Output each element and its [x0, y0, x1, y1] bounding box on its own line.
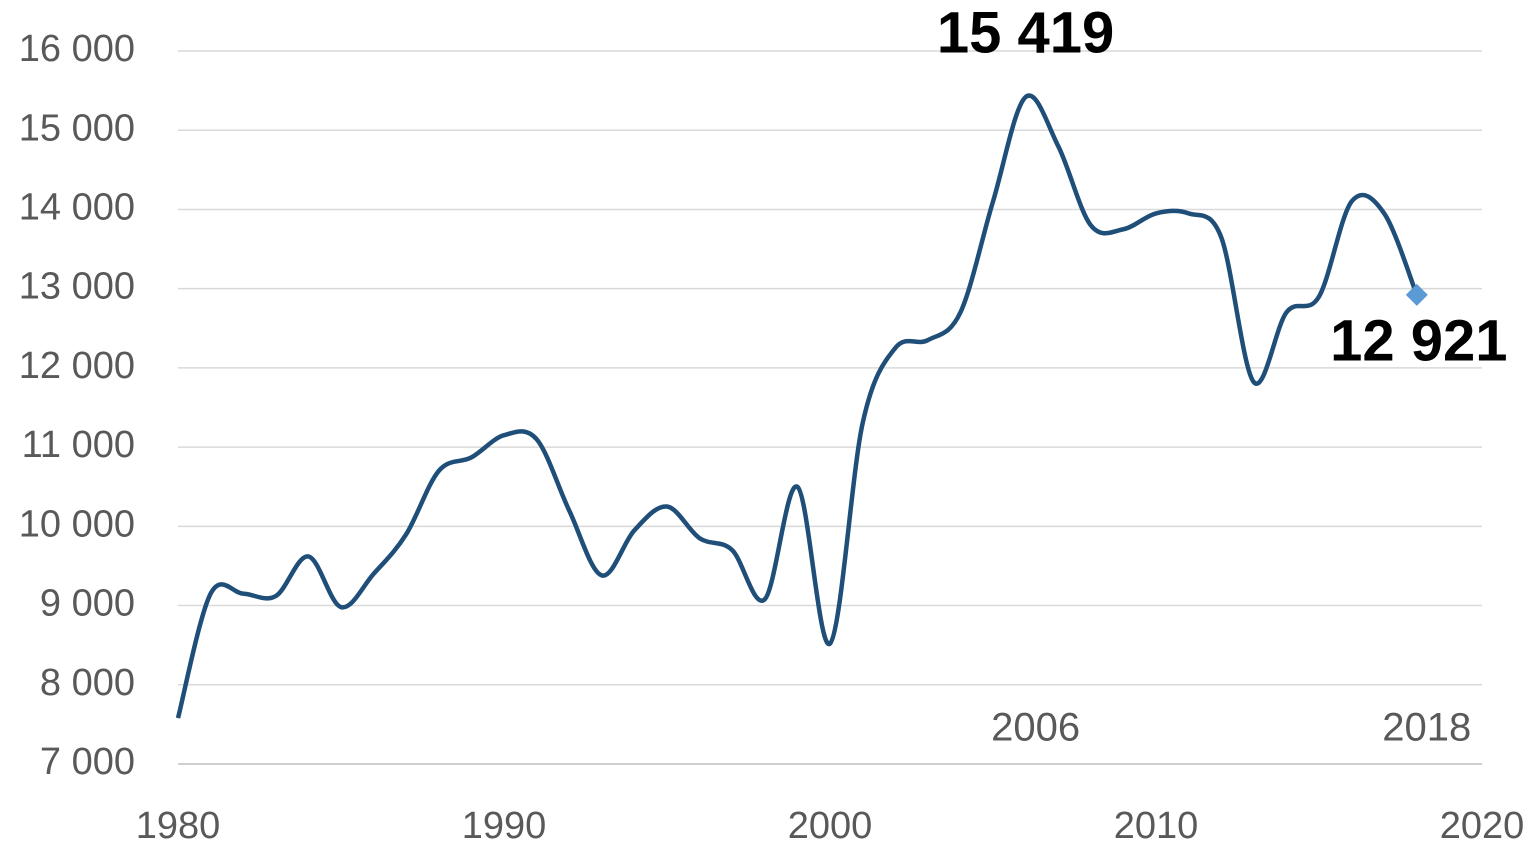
y-tick-label: 13 000 — [19, 266, 135, 308]
y-tick-label: 14 000 — [19, 186, 135, 228]
y-tick-label: 9 000 — [40, 583, 135, 625]
x-tick-label: 2000 — [788, 805, 873, 847]
data-label: 15 419 — [937, 0, 1114, 65]
annotation: 2018 — [1382, 706, 1471, 750]
line — [175, 93, 1419, 719]
y-tick-label: 15 000 — [19, 107, 135, 149]
y-tick-label: 11 000 — [22, 424, 135, 466]
x-tick-label: 2010 — [1114, 805, 1199, 847]
x-tick-label: 2020 — [1440, 805, 1525, 847]
data-label: 12 921 — [1330, 308, 1507, 373]
x-tick-label: 1990 — [462, 805, 547, 847]
y-tick-label: 7 000 — [40, 741, 135, 783]
annotation: 2006 — [991, 706, 1080, 750]
y-tick-label: 12 000 — [19, 345, 135, 387]
end-marker — [1405, 283, 1428, 306]
x-tick-label: 1980 — [136, 805, 221, 847]
y-tick-label: 16 000 — [19, 28, 135, 70]
y-tick-label: 10 000 — [19, 503, 135, 545]
y-tick-label: 8 000 — [40, 662, 135, 704]
